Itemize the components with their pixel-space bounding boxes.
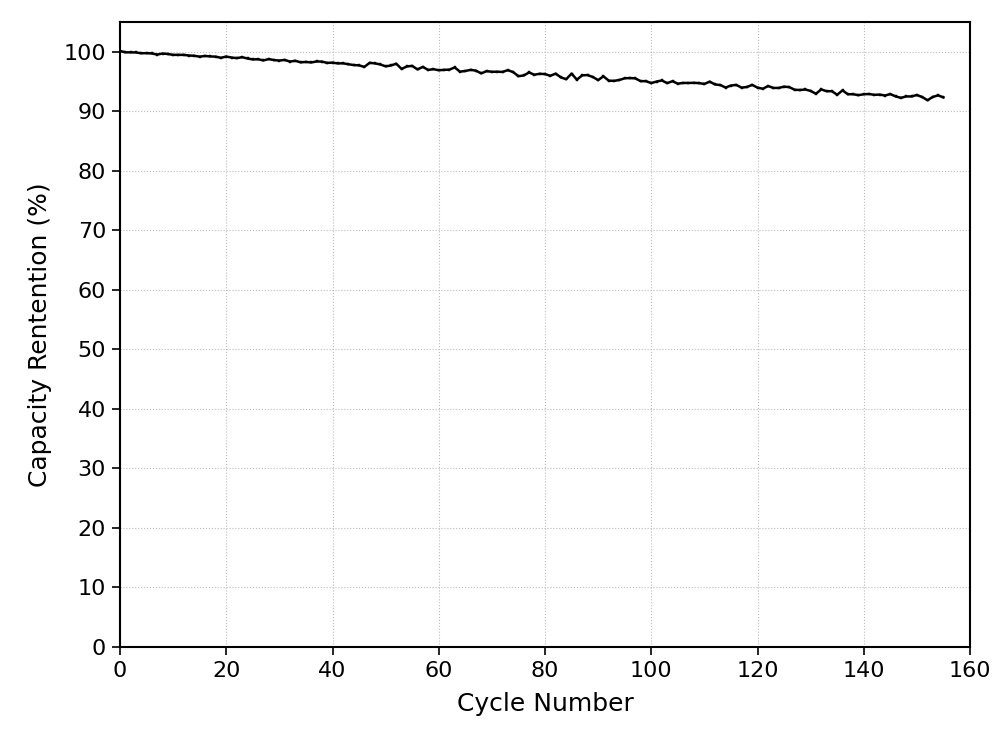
X-axis label: Cycle Number: Cycle Number	[457, 692, 633, 716]
Y-axis label: Capacity Rentention (%): Capacity Rentention (%)	[28, 182, 52, 487]
